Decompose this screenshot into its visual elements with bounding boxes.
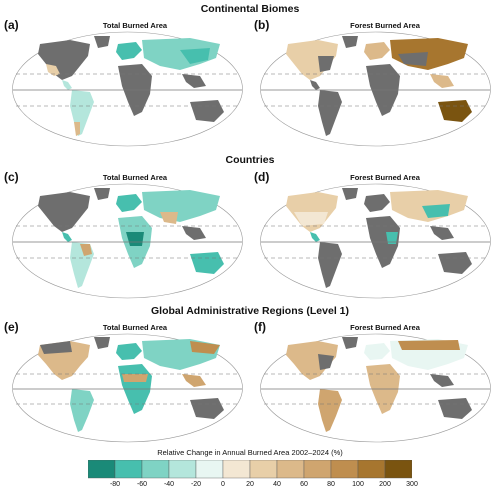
map-title-f: Forest Burned Area [350,323,420,332]
map-title-b: Forest Burned Area [350,21,420,30]
land-south-america [318,90,342,136]
legend-swatch [384,460,412,479]
legend-swatch [114,460,143,479]
legend-tick-label: -40 [163,481,175,488]
land-greenland [94,188,110,200]
land-south-america-east [80,244,92,256]
land-central-america [310,232,320,242]
legend-swatch [141,460,170,479]
panel-letter-c: (c) [4,170,19,184]
legend-tick-label: -60 [136,481,148,488]
legend-tick-label: 60 [300,481,308,488]
land-australia [190,252,224,274]
land-south-america-south [74,122,80,136]
legend-tick-label: -80 [109,481,121,488]
land-asia-north [398,340,460,350]
land-north-america [286,341,338,380]
land-north-america-east [318,354,334,370]
legend-tick-label: -20 [190,481,202,488]
land-greenland [94,36,110,48]
panel-letter-e: (e) [4,320,19,334]
land-south-america [318,242,342,288]
land-europe [116,343,142,360]
section-title-continental-biomes: Continental Biomes [200,3,300,15]
land-asia-northeast [190,341,220,354]
land-greenland [342,337,358,349]
legend-tick-label: 100 [352,481,364,488]
legend-swatch [222,460,251,479]
legend-tick-label: 300 [406,481,418,488]
map-c [12,183,243,299]
land-africa-sahel [122,374,148,382]
map-title-d: Forest Burned Area [350,173,420,182]
land-southeast-asia [430,374,454,387]
land-southeast-asia [182,74,206,88]
map-f [260,333,491,443]
legend-tick-label: 80 [327,481,335,488]
land-asia-china [422,204,450,218]
land-north-america-north [40,341,72,354]
land-africa-central [126,232,144,246]
land-asia-central [398,52,428,66]
land-southeast-asia [430,74,454,88]
land-central-america [62,80,72,90]
legend-tick-label: 20 [246,481,254,488]
land-asia [142,38,220,70]
legend-swatch [303,460,332,479]
section-title-admin-regions: Global Administrative Regions (Level 1) [151,305,349,317]
land-europe [364,343,390,360]
panel-letter-b: (b) [254,18,270,32]
legend-colorbar [88,460,412,479]
panel-letter-d: (d) [254,170,270,184]
map-d [260,183,491,299]
map-title-e: Total Burned Area [102,323,168,332]
legend-swatch [276,460,305,479]
land-southeast-asia [182,226,206,240]
panel-letter-f: (f) [254,320,266,334]
map-a [12,31,243,147]
legend-swatch [88,460,116,479]
panel-letter-a: (a) [4,18,19,32]
land-greenland [94,337,110,349]
land-australia [438,100,472,122]
land-north-america-west [46,64,60,76]
land-north-america [286,40,338,80]
land-africa-east [386,232,398,244]
legend-swatch [249,460,278,479]
land-usa [294,212,328,226]
section-title-countries: Countries [225,154,275,166]
legend-tick-label: 0 [221,481,225,488]
land-central-america [62,232,72,242]
land-north-america [38,192,90,232]
land-australia [438,398,472,419]
land-europe [116,194,142,212]
legend-title: Relative Change in Annual Burned Area 20… [157,448,343,457]
land-southeast-asia [430,226,454,240]
land-southeast-asia [182,374,206,387]
land-greenland [342,36,358,48]
land-central-america [310,80,320,90]
land-europe [116,42,142,60]
legend-swatch [168,460,197,479]
map-e [12,333,243,443]
map-title-a: Total Burned Area [102,21,168,30]
legend-swatch [357,460,386,479]
land-australia [190,100,224,122]
legend-tick-label: 40 [273,481,281,488]
land-greenland [342,188,358,200]
legend-tick-label: 200 [379,481,391,488]
land-asia-east [180,48,210,64]
land-europe [364,42,390,60]
legend-swatch [195,460,224,479]
land-south-america [70,389,94,432]
legend-swatch [330,460,359,479]
land-australia [190,398,224,419]
land-north-america-east [318,56,334,72]
map-title-c: Total Burned Area [102,173,168,182]
land-asia-south [160,212,178,224]
land-south-america [318,389,342,432]
land-australia [438,252,472,274]
land-europe [364,194,390,212]
map-b [260,31,491,147]
